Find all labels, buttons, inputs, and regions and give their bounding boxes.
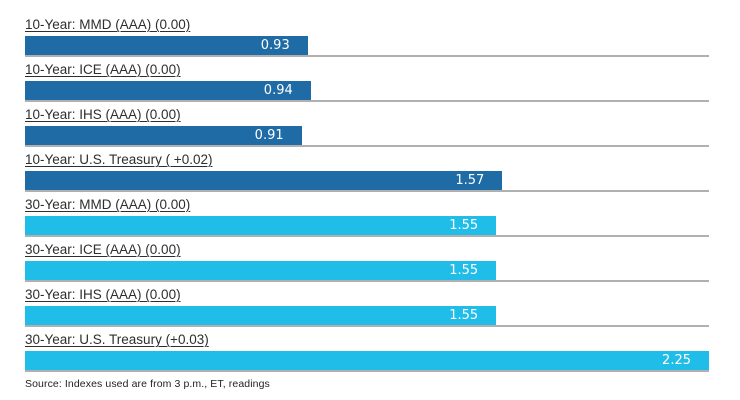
source-note: Source: Indexes used are from 3 p.m., ET… — [25, 378, 270, 390]
bar: 2.25 — [25, 351, 709, 370]
bar-track: 0.94 — [25, 81, 709, 102]
bar-label[interactable]: 10-Year: IHS (AAA) (0.00) — [25, 107, 181, 122]
chart-row: 30-Year: U.S. Treasury (+0.03) 2.25 — [25, 331, 740, 372]
chart-row: 10-Year: U.S. Treasury ( +0.02) 1.57 — [25, 151, 740, 192]
bar-track: 1.55 — [25, 261, 709, 282]
bar-track: 0.91 — [25, 126, 709, 147]
chart-row: 10-Year: IHS (AAA) (0.00) 0.91 — [25, 106, 740, 147]
bar: 0.91 — [25, 126, 302, 145]
bar-value-label: 0.94 — [263, 83, 293, 98]
bar: 1.57 — [25, 171, 503, 190]
bar-value-label: 1.55 — [449, 218, 479, 233]
bar-label[interactable]: 30-Year: ICE (AAA) (0.00) — [25, 242, 181, 257]
bar-label[interactable]: 10-Year: MMD (AAA) (0.00) — [25, 17, 191, 32]
chart-row: 30-Year: MMD (AAA) (0.00) 1.55 — [25, 196, 740, 237]
bar-value-label: 0.91 — [254, 128, 284, 143]
bar-value-label: 2.25 — [662, 353, 691, 368]
bar-value-label: 1.55 — [449, 308, 479, 323]
bar-label[interactable]: 10-Year: U.S. Treasury ( +0.02) — [25, 152, 213, 167]
bar-track: 1.55 — [25, 216, 709, 237]
chart-row: 30-Year: IHS (AAA) (0.00) 1.55 — [25, 286, 740, 327]
bar-label[interactable]: 10-Year: ICE (AAA) (0.00) — [25, 62, 181, 77]
chart-row: 10-Year: MMD (AAA) (0.00) 0.93 — [25, 16, 740, 57]
chart-row: 10-Year: ICE (AAA) (0.00) 0.94 — [25, 61, 740, 102]
bar-chart: 10-Year: MMD (AAA) (0.00) 0.93 10-Year: … — [25, 16, 740, 372]
bar: 1.55 — [25, 261, 497, 280]
bar: 0.93 — [25, 36, 308, 55]
bar-track: 2.25 — [25, 351, 709, 372]
bar-track: 0.93 — [25, 36, 709, 57]
bar-label[interactable]: 30-Year: IHS (AAA) (0.00) — [25, 287, 181, 302]
chart-row: 30-Year: ICE (AAA) (0.00) 1.55 — [25, 241, 740, 282]
bar-value-label: 0.93 — [260, 38, 290, 53]
bar-track: 1.57 — [25, 171, 709, 192]
bar-label[interactable]: 30-Year: MMD (AAA) (0.00) — [25, 197, 191, 212]
bar-label[interactable]: 30-Year: U.S. Treasury (+0.03) — [25, 332, 209, 347]
bar: 0.94 — [25, 81, 311, 100]
bar: 1.55 — [25, 306, 497, 325]
bar: 1.55 — [25, 216, 497, 235]
bar-value-label: 1.57 — [455, 173, 485, 188]
bar-value-label: 1.55 — [449, 263, 479, 278]
bar-track: 1.55 — [25, 306, 709, 327]
